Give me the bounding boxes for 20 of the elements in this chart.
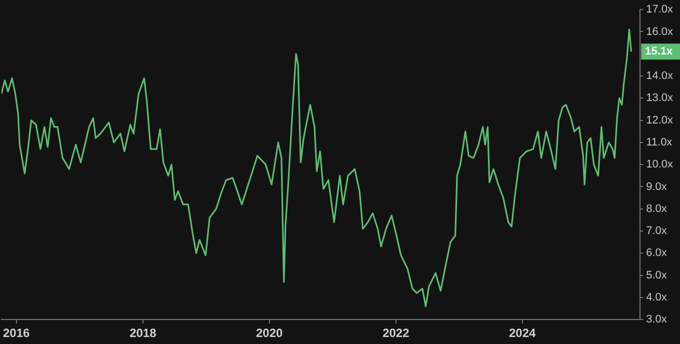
y-tick-label: 10.0x [646,158,674,171]
y-tick-label: 13.0x [646,92,674,104]
y-tick-label: 7.0x [646,225,668,238]
x-tick-label: 2024 [508,326,536,340]
y-tick-label: 6.0x [646,247,668,260]
y-tick-label: 11.0x [646,136,673,148]
y-tick-label: 16.0x [646,26,674,38]
y-tick-label: 3.0x [646,314,668,326]
x-tick-label: 2022 [382,326,410,340]
x-tick-label: 2016 [2,326,30,340]
y-tick-label: 12.0x [646,114,674,126]
x-tick-label: 2018 [130,326,157,340]
y-tick-label: 8.0x [646,202,668,215]
annotation: 15.1x [645,46,674,58]
y-tick-label: 5.0x [646,269,668,282]
y-tick-label: 17.0x [646,4,674,16]
y-tick-label: 14.0x [646,70,674,82]
y-tick-label: 4.0x [646,291,668,304]
x-tick-label: 2020 [256,326,284,340]
y-tick-label: 9.0x [646,180,668,193]
